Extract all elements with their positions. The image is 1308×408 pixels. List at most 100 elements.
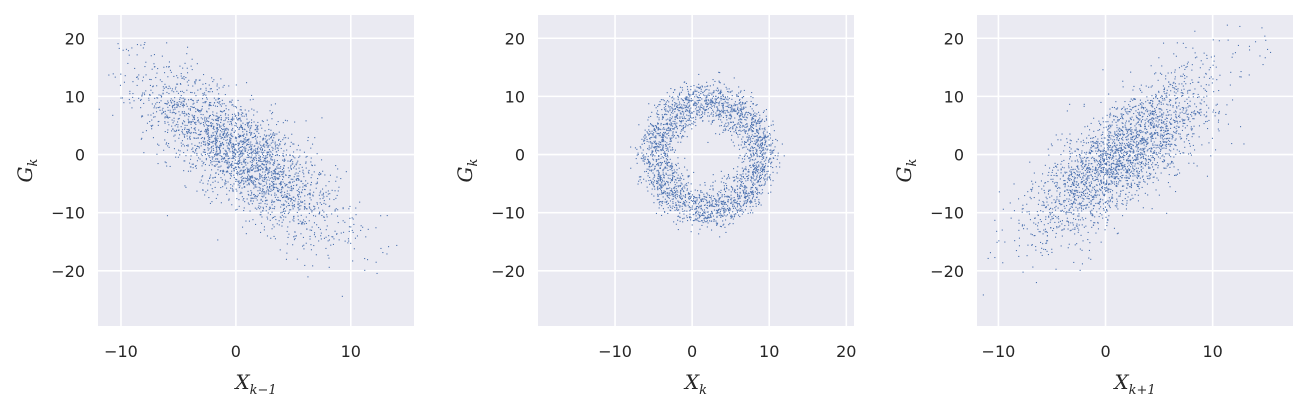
scatter-point: [685, 97, 687, 99]
scatter-point: [756, 182, 758, 184]
scatter-point: [745, 202, 747, 204]
scatter-point: [755, 122, 757, 124]
scatter-point: [733, 176, 735, 178]
scatter-point: [282, 197, 284, 199]
scatter-point: [667, 182, 669, 184]
scatter-point: [243, 115, 245, 117]
scatter-point: [722, 109, 724, 111]
scatter-point: [748, 157, 750, 159]
scatter-point: [734, 117, 736, 119]
scatter-point: [301, 221, 303, 223]
scatter-point: [770, 124, 772, 126]
scatter-point: [228, 109, 230, 111]
scatter-point: [254, 177, 256, 179]
scatter-point: [232, 168, 234, 170]
scatter-point: [186, 128, 188, 130]
scatter-point: [239, 156, 241, 158]
scatter-point: [219, 135, 221, 137]
scatter-point: [690, 195, 692, 197]
x-tick-label: −10: [104, 342, 138, 361]
scatter-point: [307, 136, 309, 138]
scatter-point: [638, 124, 640, 126]
scatter-point: [279, 174, 281, 176]
scatter-point: [215, 142, 217, 144]
scatter-point: [196, 100, 198, 102]
scatter-point: [665, 136, 667, 138]
scatter-point: [239, 159, 241, 161]
y-tick-label: 0: [75, 146, 85, 165]
scatter-point: [172, 105, 174, 107]
scatter-point: [218, 161, 220, 163]
scatter-point: [700, 93, 702, 95]
scatter-point: [674, 176, 676, 178]
scatter-point: [755, 170, 757, 172]
scatter-point: [277, 196, 279, 198]
scatter-point: [141, 95, 143, 97]
scatter-point: [758, 179, 760, 181]
scatter-point: [659, 141, 661, 143]
scatter-point: [304, 189, 306, 191]
scatter-point: [171, 112, 173, 114]
scatter-point: [244, 162, 246, 164]
scatter-point: [263, 226, 265, 228]
scatter-point: [703, 209, 705, 211]
scatter-point: [292, 244, 294, 246]
scatter-point: [175, 130, 177, 132]
scatter-point: [662, 117, 664, 119]
scatter-point: [741, 113, 743, 115]
scatter-point: [194, 83, 196, 85]
scatter-point: [193, 117, 195, 119]
scatter-point: [740, 182, 742, 184]
scatter-point: [749, 165, 751, 167]
scatter-point: [752, 103, 754, 105]
scatter-point: [227, 143, 229, 145]
scatter-point: [240, 146, 242, 148]
scatter-point: [643, 178, 645, 180]
scatter-point: [286, 193, 288, 195]
scatter-point: [741, 112, 743, 114]
scatter-point: [197, 109, 199, 111]
scatter-point: [274, 176, 276, 178]
scatter-point: [173, 117, 175, 119]
scatter-point: [755, 203, 757, 205]
scatter-point: [739, 126, 741, 128]
scatter-point: [270, 104, 272, 106]
scatter-point: [353, 248, 355, 250]
scatter-point: [750, 125, 752, 127]
scatter-point: [223, 157, 225, 159]
scatter-point: [277, 188, 279, 190]
scatter-point: [268, 138, 270, 140]
scatter-point: [667, 212, 669, 214]
scatter-point: [727, 111, 729, 113]
scatter-point: [183, 111, 185, 113]
scatter-point: [680, 122, 682, 124]
scatter-point: [668, 132, 670, 134]
scatter-point: [727, 174, 729, 176]
scatter-point: [257, 146, 259, 148]
scatter-point: [662, 200, 664, 202]
scatter-point: [738, 157, 740, 159]
scatter-point: [186, 133, 188, 135]
scatter-point: [348, 226, 350, 228]
scatter-point: [745, 200, 747, 202]
scatter-point: [252, 158, 254, 160]
scatter-point: [716, 106, 718, 108]
scatter-point: [250, 200, 252, 202]
scatter-point: [286, 243, 288, 245]
scatter-point: [710, 92, 712, 94]
scatter-point: [268, 168, 270, 170]
scatter-point: [324, 174, 326, 176]
scatter-point: [767, 192, 769, 194]
scatter-point: [660, 150, 662, 152]
scatter-point: [200, 130, 202, 132]
scatter-point: [243, 161, 245, 163]
scatter-point: [695, 207, 697, 209]
scatter-point: [225, 129, 227, 131]
scatter-point: [697, 96, 699, 98]
scatter-point: [272, 224, 274, 226]
scatter-point: [192, 121, 194, 123]
scatter-point: [199, 158, 201, 160]
scatter-point: [670, 88, 672, 90]
scatter-point: [244, 124, 246, 126]
scatter-point: [728, 106, 730, 108]
